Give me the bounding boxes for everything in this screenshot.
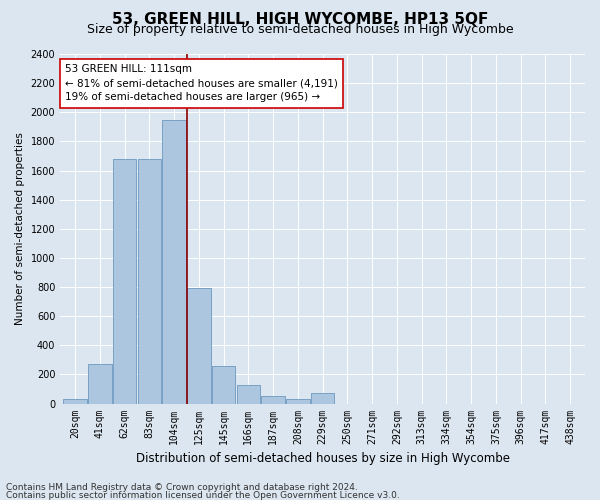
Bar — [137, 159, 161, 404]
Bar — [162, 120, 186, 404]
Bar — [311, 394, 334, 404]
Bar — [236, 384, 260, 404]
Text: 53, GREEN HILL, HIGH WYCOMBE, HP13 5QF: 53, GREEN HILL, HIGH WYCOMBE, HP13 5QF — [112, 12, 488, 28]
Text: Contains public sector information licensed under the Open Government Licence v3: Contains public sector information licen… — [6, 490, 400, 500]
Bar — [63, 399, 87, 404]
Bar — [88, 364, 112, 404]
Text: 53 GREEN HILL: 111sqm
← 81% of semi-detached houses are smaller (4,191)
19% of s: 53 GREEN HILL: 111sqm ← 81% of semi-deta… — [65, 64, 338, 102]
Text: Contains HM Land Registry data © Crown copyright and database right 2024.: Contains HM Land Registry data © Crown c… — [6, 484, 358, 492]
Y-axis label: Number of semi-detached properties: Number of semi-detached properties — [15, 132, 25, 325]
Bar — [187, 288, 211, 404]
Bar — [262, 396, 285, 404]
Bar — [286, 399, 310, 404]
Bar — [113, 159, 136, 404]
Bar — [212, 366, 235, 404]
X-axis label: Distribution of semi-detached houses by size in High Wycombe: Distribution of semi-detached houses by … — [136, 452, 509, 465]
Text: Size of property relative to semi-detached houses in High Wycombe: Size of property relative to semi-detach… — [86, 22, 514, 36]
